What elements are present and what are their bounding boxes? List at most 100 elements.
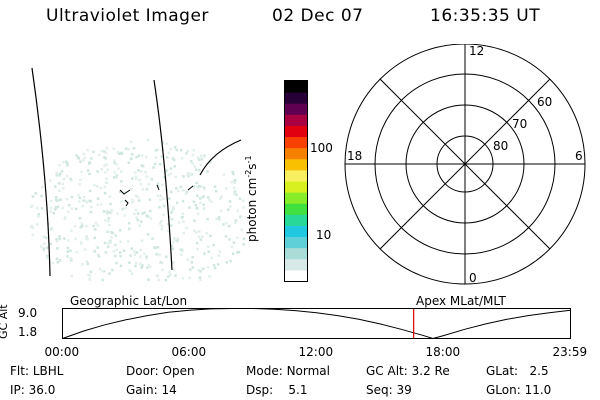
emission-pixel [70, 179, 73, 182]
colorbar-band [285, 147, 307, 160]
emission-pixel [30, 204, 34, 207]
emission-pixel [130, 247, 133, 250]
emission-pixel [90, 157, 93, 160]
emission-pixel [160, 224, 164, 228]
emission-pixel [189, 268, 192, 271]
emission-pixel [66, 255, 69, 258]
colorbar-band [285, 114, 307, 126]
colorbar-band [285, 92, 307, 104]
emission-pixel [111, 231, 115, 235]
emission-pixel [84, 199, 88, 202]
emission-pixel [159, 261, 162, 264]
emission-pixel [96, 197, 100, 200]
emission-pixel [80, 170, 83, 174]
emission-pixel [37, 215, 40, 218]
emission-pixel [149, 217, 153, 220]
emission-pixel [162, 197, 165, 201]
emission-pixel [79, 241, 83, 244]
emission-pixel [54, 208, 57, 211]
emission-pixel [62, 160, 65, 164]
emission-pixel [197, 185, 201, 188]
emission-pixel [173, 238, 177, 241]
emission-pixel [79, 226, 82, 229]
emission-pixel [63, 217, 67, 220]
emission-pixel [66, 162, 69, 165]
emission-pixel [139, 248, 142, 252]
emission-pixel [108, 211, 111, 214]
emission-pixel [192, 148, 196, 152]
emission-pixel [42, 235, 45, 238]
emission-pixel [182, 231, 185, 235]
emission-pixel [80, 222, 84, 225]
emission-pixel [191, 256, 194, 259]
emission-pixel [112, 147, 116, 151]
emission-pixel [119, 240, 122, 243]
emission-pixel [146, 233, 150, 236]
emission-pixel [54, 198, 58, 202]
emission-pixel [46, 256, 49, 260]
emission-pixel [233, 186, 236, 190]
emission-pixel [155, 253, 158, 256]
emission-pixel [41, 186, 44, 189]
emission-pixel [49, 210, 52, 213]
emission-pixel [180, 148, 183, 152]
emission-pixel [58, 164, 61, 167]
emission-pixel [199, 197, 202, 200]
emission-pixel [241, 199, 245, 203]
emission-pixel [176, 239, 179, 243]
polar-axis-diag-2 [379, 78, 551, 250]
emission-pixel [186, 171, 190, 175]
emission-pixel [37, 213, 40, 216]
emission-pixel [145, 188, 149, 191]
emission-pixel [105, 177, 108, 180]
emission-pixel [68, 204, 71, 207]
emission-pixel [189, 173, 193, 176]
emission-pixel [173, 158, 176, 162]
emission-pixel [199, 238, 203, 241]
emission-pixel [128, 269, 132, 272]
emission-pixel [229, 259, 232, 263]
emission-pixel [153, 246, 156, 249]
emission-pixel [141, 264, 144, 267]
emission-pixel [86, 238, 89, 241]
emission-pixel [167, 173, 170, 177]
emission-pixel [139, 262, 142, 266]
emission-pixel [231, 170, 234, 174]
emission-pixel [133, 250, 136, 253]
emission-pixel [30, 224, 34, 228]
emission-pixel [100, 149, 103, 153]
emission-pixel [110, 211, 113, 215]
emission-pixel [170, 244, 173, 247]
emission-pixel [67, 210, 70, 214]
emission-pixel [130, 153, 134, 156]
emission-pixel [240, 228, 243, 231]
emission-pixel [54, 185, 57, 188]
emission-pixel [135, 156, 138, 159]
emission-pixel [52, 212, 55, 215]
emission-pixel [108, 272, 111, 275]
x-tick-label: 00:00 [44, 345, 80, 359]
emission-pixel [110, 209, 113, 212]
emission-pixel [225, 221, 228, 225]
emission-pixel [227, 208, 230, 211]
emission-pixel [174, 274, 177, 277]
emission-pixel [79, 178, 82, 182]
emission-pixel [184, 192, 188, 195]
emission-pixel [55, 240, 59, 243]
emission-pixel [177, 221, 181, 224]
emission-pixel [192, 185, 195, 188]
emission-pixel [145, 257, 148, 260]
emission-pixel [225, 261, 228, 264]
emission-pixel [112, 250, 115, 253]
emission-pixel [181, 212, 184, 216]
emission-pixel [159, 198, 162, 202]
emission-pixel [85, 200, 88, 204]
emission-pixel [45, 236, 48, 239]
emission-pixel [106, 245, 110, 249]
mode-field: Mode: Normal [246, 364, 330, 378]
emission-pixel [235, 193, 238, 196]
emission-pixel [85, 235, 88, 238]
emission-pixel [127, 147, 130, 151]
emission-pixel [207, 196, 210, 199]
emission-pixel [61, 182, 65, 186]
